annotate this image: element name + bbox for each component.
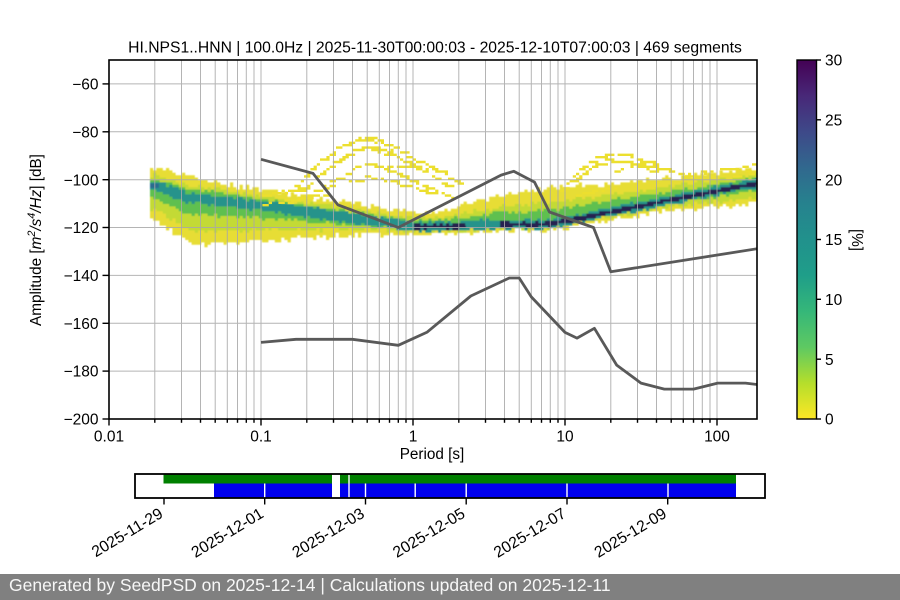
svg-text:20: 20 — [825, 172, 843, 189]
svg-text:−140: −140 — [64, 268, 99, 285]
svg-text:Generated by SeedPSD on 2025-1: Generated by SeedPSD on 2025-12-14 | Cal… — [9, 575, 611, 595]
svg-text:HI.NPS1..HNN | 100.0Hz | 2025-: HI.NPS1..HNN | 100.0Hz | 2025-11-30T00:0… — [128, 40, 742, 57]
svg-text:−80: −80 — [72, 124, 99, 141]
svg-text:[%]: [%] — [848, 229, 865, 251]
svg-text:Period [s]: Period [s] — [400, 446, 465, 463]
svg-text:10: 10 — [825, 292, 843, 309]
svg-text:1: 1 — [409, 429, 418, 446]
svg-text:15: 15 — [825, 232, 842, 249]
svg-text:100: 100 — [704, 429, 730, 446]
svg-text:−180: −180 — [64, 364, 99, 381]
svg-text:0: 0 — [825, 412, 834, 429]
svg-text:25: 25 — [825, 112, 842, 129]
svg-text:10: 10 — [556, 429, 574, 446]
svg-text:0.1: 0.1 — [250, 429, 272, 446]
svg-text:−160: −160 — [64, 316, 99, 333]
svg-text:−120: −120 — [64, 220, 99, 237]
svg-text:−60: −60 — [72, 77, 99, 94]
svg-text:0.01: 0.01 — [94, 429, 124, 446]
svg-text:−200: −200 — [64, 412, 99, 429]
svg-text:5: 5 — [825, 352, 834, 369]
svg-text:Amplitude [m2/s4/Hz] [dB]: Amplitude [m2/s4/Hz] [dB] — [26, 154, 45, 326]
svg-text:30: 30 — [825, 53, 843, 70]
svg-text:−100: −100 — [64, 172, 99, 189]
